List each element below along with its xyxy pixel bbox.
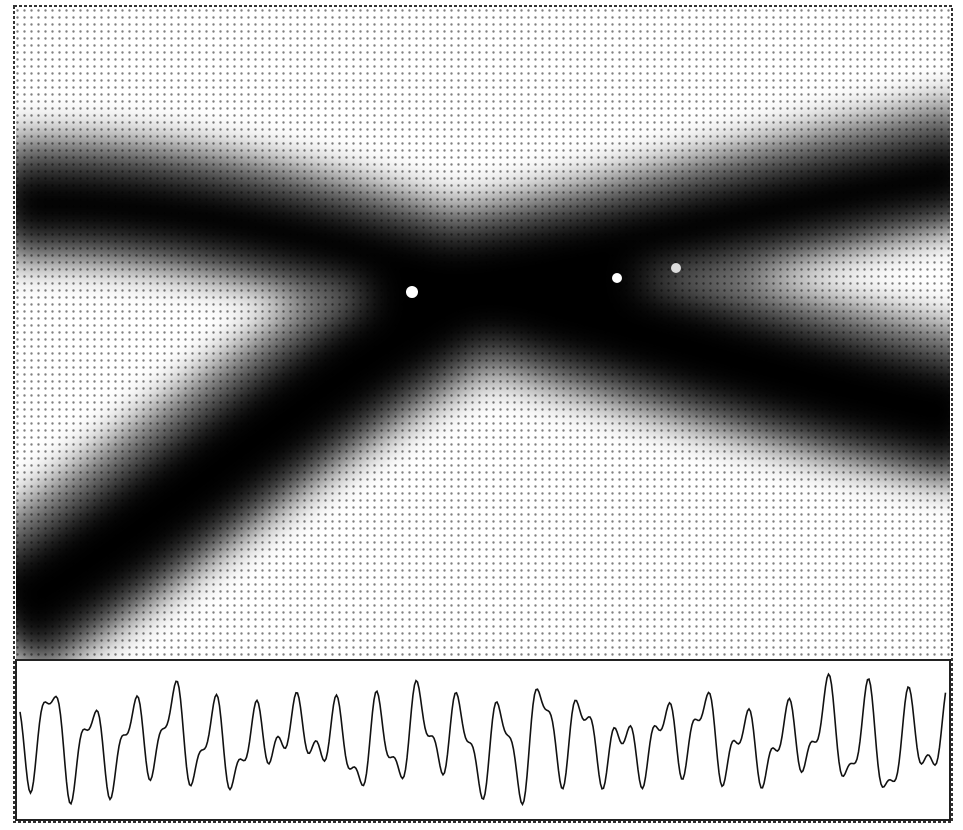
bright-spot bbox=[406, 286, 418, 298]
bright-spot bbox=[612, 273, 622, 283]
halftone-image bbox=[16, 8, 950, 660]
crossing bbox=[360, 235, 640, 325]
dark-bands bbox=[16, 139, 950, 660]
waveform-panel bbox=[15, 659, 951, 821]
waveform bbox=[19, 672, 947, 807]
frame bbox=[13, 5, 953, 823]
bright-spot bbox=[671, 263, 681, 273]
